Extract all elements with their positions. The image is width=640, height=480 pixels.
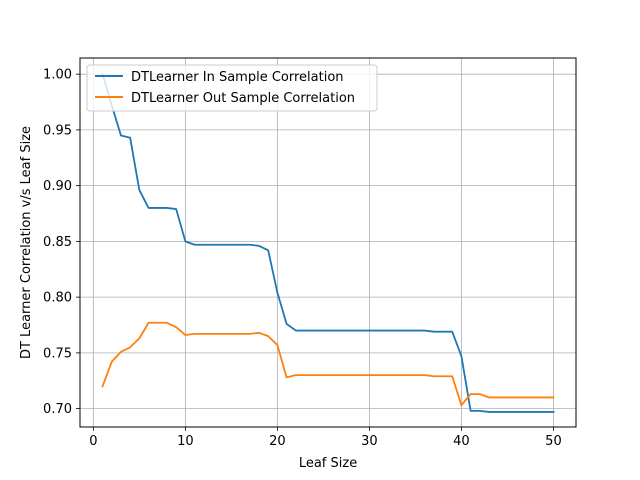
series-line-out-sample <box>101 321 555 407</box>
legend-label-out-sample: DTLearner Out Sample Correlation <box>131 91 355 106</box>
legend-label-in-sample: DTLearner In Sample Correlation <box>131 70 344 85</box>
series-line-in-sample <box>101 73 555 413</box>
y-axis-label: DT Learner Correlation v/s Leaf Size <box>19 126 34 359</box>
y-tick-label: 0.85 <box>43 235 72 250</box>
y-tick-label: 1.00 <box>43 68 72 83</box>
x-tick-label: 40 <box>453 434 470 449</box>
legend: DTLearner In Sample Correlation DTLearne… <box>86 64 378 112</box>
plot-frame <box>79 57 577 428</box>
grid <box>80 58 576 427</box>
y-tick-label: 0.70 <box>43 402 72 417</box>
y-tick-label: 0.95 <box>43 123 72 138</box>
x-tick-label: 0 <box>89 434 97 449</box>
x-axis-label: Leaf Size <box>299 456 357 471</box>
x-tick-label: 10 <box>177 434 194 449</box>
y-axis: 0.70 0.75 0.80 0.85 0.90 0.95 1.00 <box>43 68 80 417</box>
x-axis: 0 10 20 30 40 50 <box>89 427 562 449</box>
y-tick-label: 0.75 <box>43 346 72 361</box>
x-tick-label: 50 <box>545 434 562 449</box>
plot-lines <box>101 73 555 413</box>
x-tick-label: 30 <box>361 434 378 449</box>
legend-box <box>86 64 378 112</box>
y-tick-label: 0.80 <box>43 291 72 306</box>
y-tick-label: 0.90 <box>43 179 72 194</box>
x-tick-label: 20 <box>269 434 286 449</box>
